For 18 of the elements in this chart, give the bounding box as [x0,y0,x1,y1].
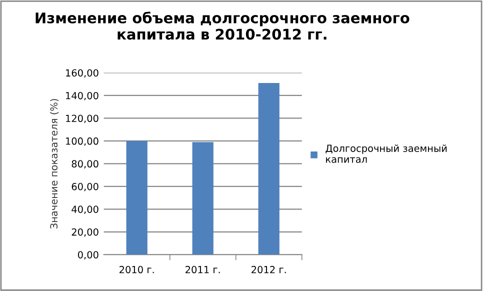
bar [258,82,280,255]
legend-label: Долгосрочный заемный капитал [326,144,447,163]
y-tick-label: 140,00 [66,92,98,100]
x-tick-label: 2011 г. [186,266,220,274]
y-tick-label: 60,00 [72,182,98,192]
y-axis-title: Значение показателя (%) [50,99,59,228]
x-tick-label: 2012 г. [252,266,286,274]
x-tick-label: 2010 г. [120,266,154,274]
bar [192,142,214,255]
y-tick-label: 40,00 [72,206,98,214]
y-tick-label: 160,00 [66,69,98,78]
bar [126,140,148,255]
y-tick-label: 100,00 [66,137,98,146]
chart-title: Изменение объема долгосрочного заемного капитала в 2010-2012 гг. [36,12,410,40]
y-tick-label: 0,00 [78,251,98,260]
y-tick-label: 120,00 [66,114,98,124]
y-tick-label: 80,00 [72,160,98,169]
y-tick-label: 20,00 [72,228,98,237]
